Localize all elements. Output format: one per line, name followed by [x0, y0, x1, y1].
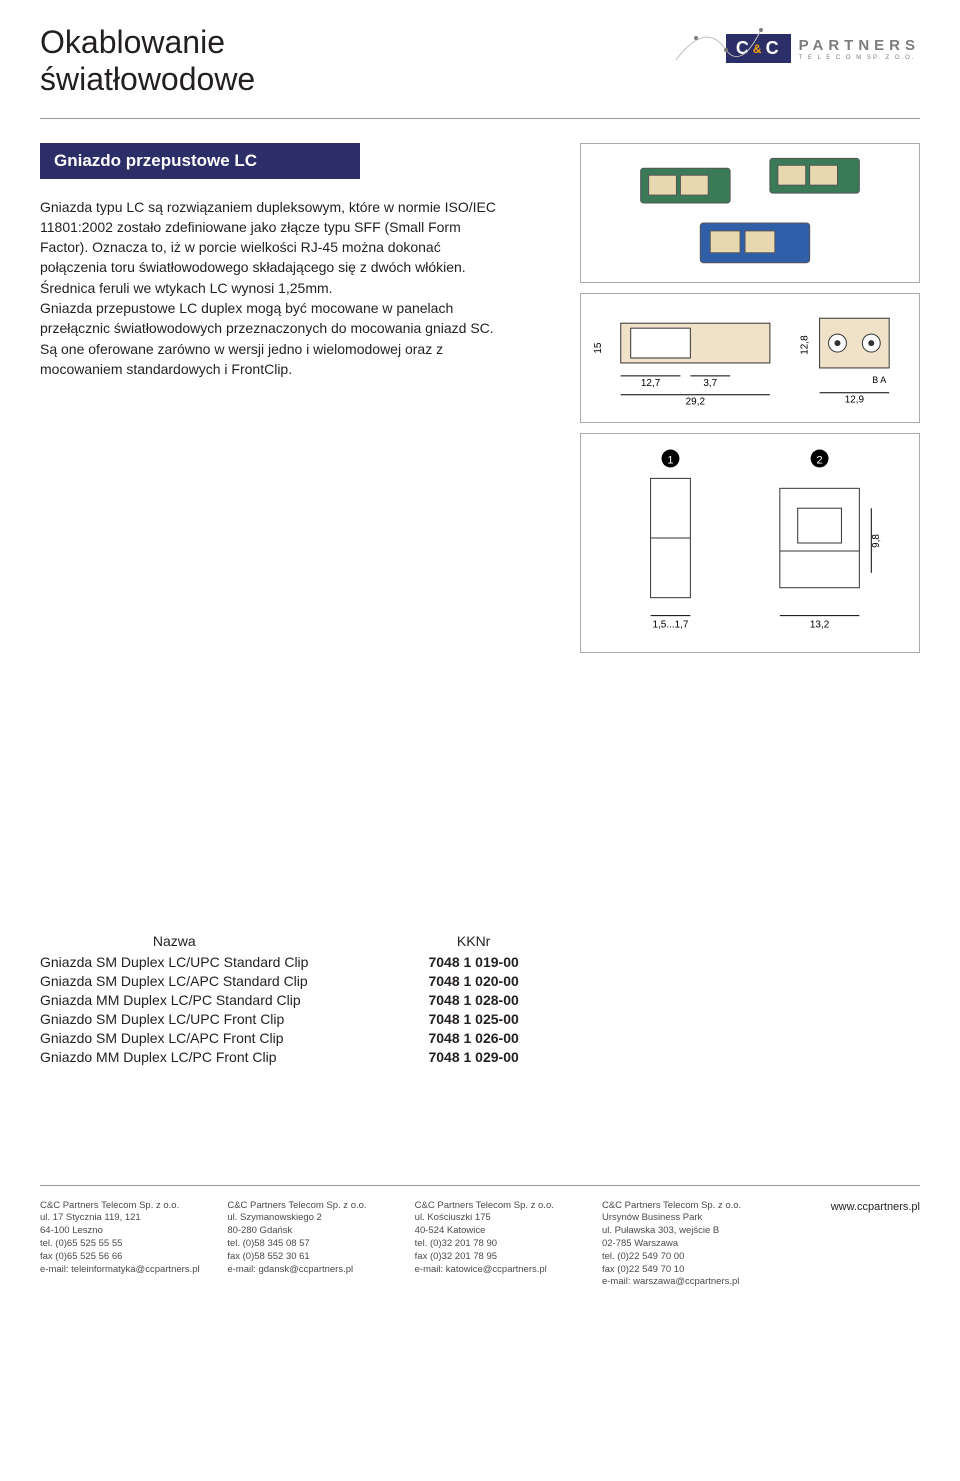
product-photo: [580, 143, 920, 283]
office-name: C&C Partners Telecom Sp. z o.o.: [40, 1200, 203, 1213]
office-line: 40-524 Katowice: [415, 1225, 578, 1238]
office-line: e-mail: katowice@ccpartners.pl: [415, 1264, 578, 1277]
logo-c1: C: [736, 38, 751, 58]
office-name: C&C Partners Telecom Sp. z o.o.: [415, 1200, 578, 1213]
brand-logo: C&C PARTNERS T E L E C O M SP. Z O.O.: [726, 24, 920, 63]
logo-partners: PARTNERS: [799, 37, 920, 54]
table-row: 7048 1 029-00: [428, 1049, 518, 1065]
office-line: tel. (0)22 549 70 00: [602, 1251, 765, 1264]
dim-label: 12,9: [845, 394, 865, 405]
office-line: e-mail: warszawa@ccpartners.pl: [602, 1276, 765, 1289]
table-row: Gniazdo MM Duplex LC/PC Front Clip: [40, 1049, 308, 1065]
office-line: Ursynów Business Park: [602, 1212, 765, 1225]
table-name-column: Nazwa Gniazda SM Duplex LC/UPC Standard …: [40, 933, 308, 1065]
dim-label: 15: [593, 342, 604, 354]
title-line1: Okablowanie: [40, 24, 225, 60]
page-title: Okablowanie światłowodowe: [40, 24, 255, 98]
table-row: 7048 1 019-00: [428, 954, 518, 970]
office-line: ul. 17 Stycznia 119, 121: [40, 1212, 203, 1225]
table-row: Gniazdo SM Duplex LC/UPC Front Clip: [40, 1011, 308, 1027]
dim-bottom-svg: 1 2 1,5...1,7 9,8 13,2: [581, 433, 919, 653]
dim-top-svg: 15 12,7 3,7 29,2 12,8 B A 12,9: [581, 293, 919, 423]
section-heading: Gniazdo przepustowe LC: [40, 143, 360, 179]
table-row: Gniazda MM Duplex LC/PC Standard Clip: [40, 992, 308, 1008]
dim-label: 13,2: [810, 619, 830, 630]
office-line: fax (0)22 549 70 10: [602, 1264, 765, 1277]
logo-text-wrap: PARTNERS T E L E C O M SP. Z O.O.: [799, 37, 920, 61]
office-line: ul. Puławska 303, wejście B: [602, 1225, 765, 1238]
office-line: fax (0)58 552 30 61: [227, 1251, 390, 1264]
right-column: 15 12,7 3,7 29,2 12,8 B A 12,9: [580, 143, 920, 653]
dim-label: 29,2: [686, 396, 706, 407]
product-photo-svg: [581, 143, 919, 283]
table-row: Gniazdo SM Duplex LC/APC Front Clip: [40, 1030, 308, 1046]
footer-office-2: C&C Partners Telecom Sp. z o.o. ul. Kośc…: [415, 1200, 578, 1290]
office-line: tel. (0)32 201 78 90: [415, 1238, 578, 1251]
table-row: 7048 1 028-00: [428, 992, 518, 1008]
office-line: fax (0)65 525 56 66: [40, 1251, 203, 1264]
dim-label: B A: [872, 374, 886, 384]
logo-subtext: T E L E C O M SP. Z O.O.: [799, 55, 920, 61]
office-line: 64-100 Leszno: [40, 1225, 203, 1238]
office-line: 80-280 Gdańsk: [227, 1225, 390, 1238]
table-row: 7048 1 026-00: [428, 1030, 518, 1046]
footer-office-3: C&C Partners Telecom Sp. z o.o. Ursynów …: [602, 1200, 765, 1290]
logo-c2: C: [766, 38, 781, 58]
body-paragraph: Gniazda typu LC są rozwiązaniem duplekso…: [40, 197, 500, 380]
table-row: Gniazda SM Duplex LC/APC Standard Clip: [40, 973, 308, 989]
table-row: 7048 1 025-00: [428, 1011, 518, 1027]
page-header: Okablowanie światłowodowe C&C PARTNERS T…: [40, 24, 920, 98]
footer-office-1: C&C Partners Telecom Sp. z o.o. ul. Szym…: [227, 1200, 390, 1290]
title-line2: światłowodowe: [40, 61, 255, 97]
dimension-drawing-top: 15 12,7 3,7 29,2 12,8 B A 12,9: [580, 293, 920, 423]
dim-label: 12,8: [800, 335, 811, 355]
dim-label: 12,7: [641, 377, 661, 388]
table-row: Gniazda SM Duplex LC/UPC Standard Clip: [40, 954, 308, 970]
left-column: Gniazdo przepustowe LC Gniazda typu LC s…: [40, 143, 550, 653]
office-line: e-mail: teleinformatyka@ccpartners.pl: [40, 1264, 203, 1277]
table-header-name: Nazwa: [40, 933, 308, 949]
dim-label: 1,5...1,7: [653, 619, 689, 630]
dim-label: 9,8: [871, 533, 882, 547]
office-line: tel. (0)65 525 55 55: [40, 1238, 203, 1251]
product-table: Nazwa Gniazda SM Duplex LC/UPC Standard …: [40, 933, 920, 1065]
table-row: 7048 1 020-00: [428, 973, 518, 989]
page-footer: C&C Partners Telecom Sp. z o.o. ul. 17 S…: [40, 1185, 920, 1290]
header-rule: [40, 118, 920, 119]
logo-amp: &: [751, 42, 766, 56]
office-line: ul. Kościuszki 175: [415, 1212, 578, 1225]
office-name: C&C Partners Telecom Sp. z o.o.: [602, 1200, 765, 1213]
office-line: fax (0)32 201 78 95: [415, 1251, 578, 1264]
logo-mark: C&C: [726, 34, 791, 63]
office-line: e-mail: gdansk@ccpartners.pl: [227, 1264, 390, 1277]
office-line: tel. (0)58 345 08 57: [227, 1238, 390, 1251]
office-line: 02-785 Warszawa: [602, 1238, 765, 1251]
footer-url: www.ccpartners.pl: [789, 1200, 920, 1290]
dim-label: 3,7: [703, 377, 717, 388]
office-line: ul. Szymanowskiego 2: [227, 1212, 390, 1225]
marker-1: 1: [667, 454, 673, 466]
dimension-drawing-bottom: 1 2 1,5...1,7 9,8 13,2: [580, 433, 920, 653]
content-row: Gniazdo przepustowe LC Gniazda typu LC s…: [40, 143, 920, 653]
office-name: C&C Partners Telecom Sp. z o.o.: [227, 1200, 390, 1213]
table-header-kk: KKNr: [428, 933, 518, 949]
footer-office-0: C&C Partners Telecom Sp. z o.o. ul. 17 S…: [40, 1200, 203, 1290]
table-kk-column: KKNr 7048 1 019-00 7048 1 020-00 7048 1 …: [428, 933, 518, 1065]
marker-2: 2: [817, 454, 823, 466]
